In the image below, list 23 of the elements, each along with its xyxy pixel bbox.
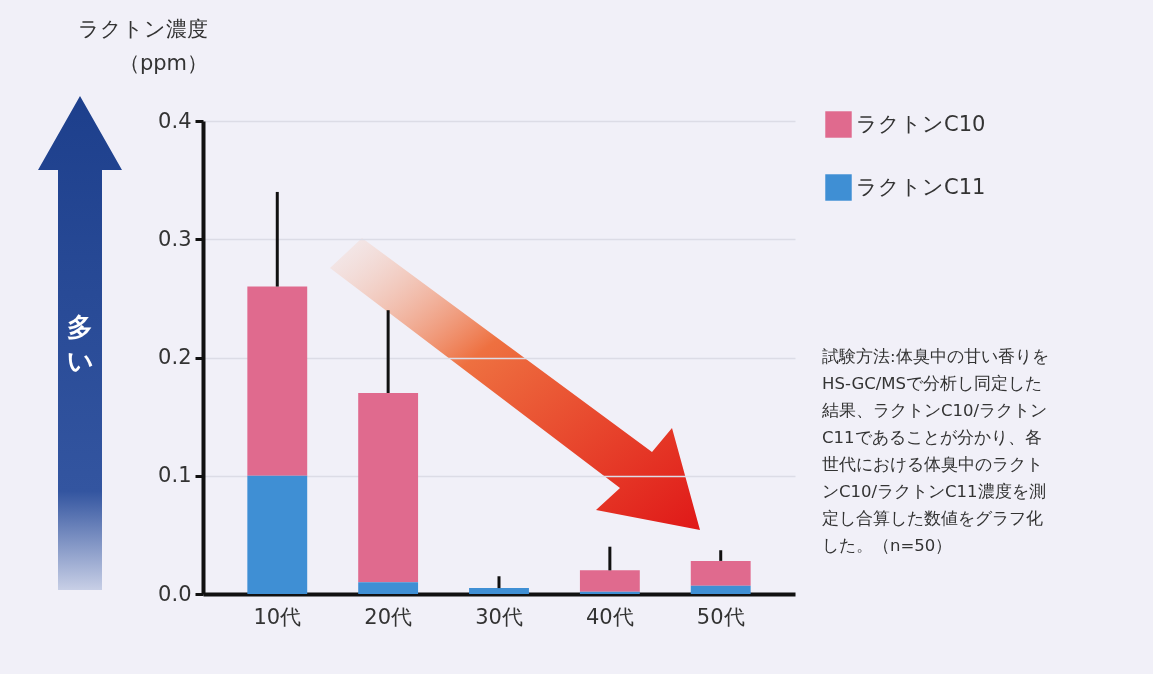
bar <box>469 588 529 594</box>
bar <box>247 475 308 594</box>
x-tick-label: 20代 <box>364 604 413 629</box>
x-tick-label: 30代 <box>475 604 523 629</box>
x-tick-label: 10代 <box>253 604 302 629</box>
bar <box>358 582 419 594</box>
y-tick-label: 0.2 <box>158 345 192 369</box>
y-tick-label: 0.3 <box>158 226 192 251</box>
y-tick-label: 0.4 <box>158 108 192 133</box>
bar <box>358 392 419 583</box>
y-tick-label: 0.0 <box>158 581 192 606</box>
x-tick-label: 50代 <box>696 604 745 629</box>
bar <box>690 560 751 586</box>
bar <box>690 585 751 594</box>
text: 試験方法:体臭中の甘い香りをHS-GC/MSで分析し同定した結果、ラクトンC10/ラクトンC11であることが分かり、各世代における体臭中のラクトンC10/ラクトンC11濃度を測定し合算した数値をグラフ化した。（n=50） <box>822 346 1050 557</box>
bar <box>579 570 640 592</box>
x-tick-label: 40代 <box>585 604 634 629</box>
bar <box>247 286 308 476</box>
legend-label: ラクトンC11 <box>856 174 986 199</box>
y-axis-title: ラクトン濃度（ppm） <box>77 16 208 77</box>
y-tick-label: 0.1 <box>158 463 192 488</box>
legend-label: ラクトンC10 <box>856 111 986 136</box>
text: 多い <box>65 311 95 378</box>
